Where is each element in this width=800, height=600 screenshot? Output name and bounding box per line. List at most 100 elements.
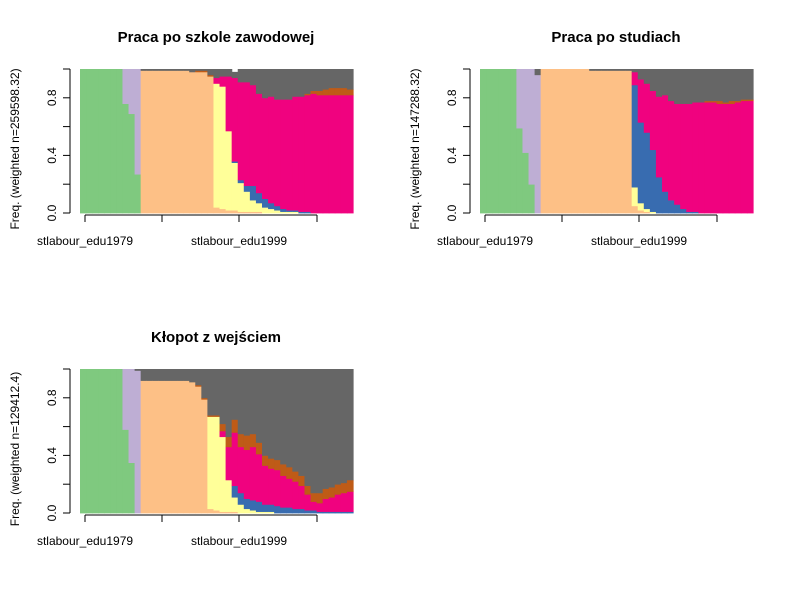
bar-segment-1998-state-8: [195, 369, 202, 386]
bar-segment-2008-state-8: [255, 369, 263, 443]
bar-segment-2009-state-5: [262, 504, 269, 512]
bar-segment-1989-state-3: [140, 380, 148, 514]
bar-segment-2011-state-4: [274, 210, 281, 214]
bar-segment-2009-state-4: [262, 511, 269, 514]
bar-segment-2009-state-8: [662, 69, 669, 96]
bar-segment-1990-state-3: [146, 70, 154, 214]
bar-segment-2015-state-8: [698, 69, 706, 103]
bar-segment-1979-state-1: [80, 69, 87, 214]
bar-segment-2003-state-8: [625, 69, 633, 71]
bar-segment-2010-state-8: [268, 369, 275, 459]
bar-segment-1993-state-3: [164, 380, 172, 514]
bar-segment-1986-state-1: [522, 152, 530, 214]
bar-segment-2000-state-3: [207, 508, 215, 514]
bar-segment-2023-state-5: [346, 511, 354, 514]
bar-segment-2002-state-4: [219, 436, 227, 512]
bar-segment-2018-state-8: [316, 69, 324, 91]
bar-segment-2009-state-6: [262, 465, 269, 505]
bar-segment-2008-state-8: [255, 69, 263, 94]
bar-segment-2004-state-8: [231, 369, 239, 420]
y-tick-label: 0.8: [445, 89, 459, 106]
bar-segment-1979-state-1: [80, 369, 87, 514]
bar-segment-2004-state-7: [231, 419, 239, 433]
bar-segment-2014-state-6: [692, 102, 699, 212]
bar-segment-2006-state-7: [243, 435, 251, 451]
bar-segment-2017-state-7: [310, 492, 318, 502]
bar-segment-2003-state-3: [625, 70, 633, 214]
bar-segment-2008-state-5: [255, 192, 263, 204]
chart-panel-2: Praca po studiach 0.0 0.4 0.8 Freq. (weighte…: [408, 29, 754, 248]
bar-segment-2006-state-3: [243, 211, 251, 214]
bar-segment-1999-state-3: [601, 70, 608, 214]
bar-segment-1987-state-2: [128, 369, 136, 463]
bar-segment-2015-state-5: [298, 211, 306, 214]
bar-segment-1999-state-8: [601, 69, 608, 71]
bar-segment-2008-state-6: [655, 96, 663, 178]
bar-segment-2023-state-7: [346, 479, 354, 492]
bar-segment-1993-state-8: [164, 369, 172, 381]
bar-segment-2005-state-4: [637, 202, 645, 211]
bar-segment-2003-state-6: [225, 76, 233, 132]
bar-segment-1985-state-1: [116, 69, 124, 214]
bar-segment-2008-state-3: [255, 211, 263, 214]
bar-segment-2004-state-8: [631, 69, 639, 73]
bar-segment-2005-state-6: [237, 81, 245, 181]
bar-segment-2010-state-4: [268, 208, 275, 214]
bar-segment-2007-state-5: [249, 185, 257, 201]
bar-segment-2000-state-4: [207, 416, 215, 510]
bar-segment-2001-state-6: [213, 77, 221, 84]
bar-segment-2019-state-8: [722, 69, 730, 103]
bar-segment-2014-state-5: [292, 508, 299, 514]
bar-segment-1997-state-8: [589, 69, 596, 71]
bar-segment-1997-state-3: [589, 70, 596, 214]
bar-segment-2014-state-7: [292, 471, 299, 482]
bar-segment-2006-state-8: [243, 69, 251, 83]
bar-segment-2001-state-8: [613, 69, 621, 71]
bar-segment-2012-state-5: [680, 208, 687, 214]
bar-segment-2000-state-3: [207, 76, 215, 214]
bar-segment-1983-state-1: [504, 69, 511, 214]
bar-segment-1995-state-3: [177, 380, 184, 514]
bar-segment-2003-state-4: [225, 479, 233, 512]
bar-segment-2000-state-8: [207, 369, 215, 416]
bar-segment-2020-state-8: [328, 69, 336, 89]
bar-segment-2014-state-5: [692, 211, 699, 214]
x-tick-label: stlabour_edu1999: [591, 234, 687, 248]
bar-segment-1989-state-8: [140, 369, 148, 381]
bar-segment-2014-state-8: [692, 69, 699, 103]
bar-segment-1990-state-8: [146, 369, 154, 381]
bar-segment-2017-state-8: [310, 369, 318, 494]
bar-segment-2002-state-8: [219, 69, 227, 77]
bar-segment-2022-state-6: [340, 492, 348, 512]
y-tick-label: 0.4: [445, 147, 459, 164]
bar-segment-2006-state-6: [643, 83, 651, 133]
bar-segment-2011-state-6: [274, 99, 281, 207]
bar-segment-1990-state-3: [546, 69, 554, 214]
bar-segment-1986-state-2: [122, 69, 130, 104]
bar-segment-2016-state-7: [704, 100, 712, 103]
bar-segment-1991-state-8: [152, 369, 160, 381]
bar-segment-1981-state-1: [92, 369, 99, 514]
bar-segment-1986-state-2: [522, 69, 530, 153]
bar-segment-1983-state-1: [104, 69, 111, 214]
bar-segment-2004-state-8: [231, 71, 239, 79]
bar-segment-1986-state-2: [122, 369, 130, 430]
bar-segment-1998-state-8: [195, 69, 202, 71]
bar-segment-2015-state-6: [698, 102, 706, 214]
bar-segment-2010-state-6: [268, 96, 275, 204]
bar-segment-2023-state-8: [346, 369, 354, 481]
bar-segment-2010-state-8: [268, 69, 275, 97]
bar-segment-2022-state-5: [340, 511, 348, 514]
y-tick-label: 0.4: [45, 147, 59, 164]
bar-segment-2017-state-8: [310, 69, 318, 91]
y-tick-label: 0.0: [45, 204, 59, 221]
y-tick-label: 0.8: [45, 389, 59, 406]
bar-segment-1995-state-3: [177, 70, 184, 214]
bar-segment-2005-state-4: [237, 182, 245, 212]
bar-segment-2009-state-5: [662, 191, 669, 214]
bar-segment-2001-state-3: [213, 510, 221, 514]
bar-segment-2021-state-5: [334, 511, 342, 514]
bar-segment-2006-state-5: [643, 132, 651, 210]
bar-segment-2005-state-6: [637, 79, 645, 123]
bar-segment-1999-state-7: [201, 70, 208, 73]
